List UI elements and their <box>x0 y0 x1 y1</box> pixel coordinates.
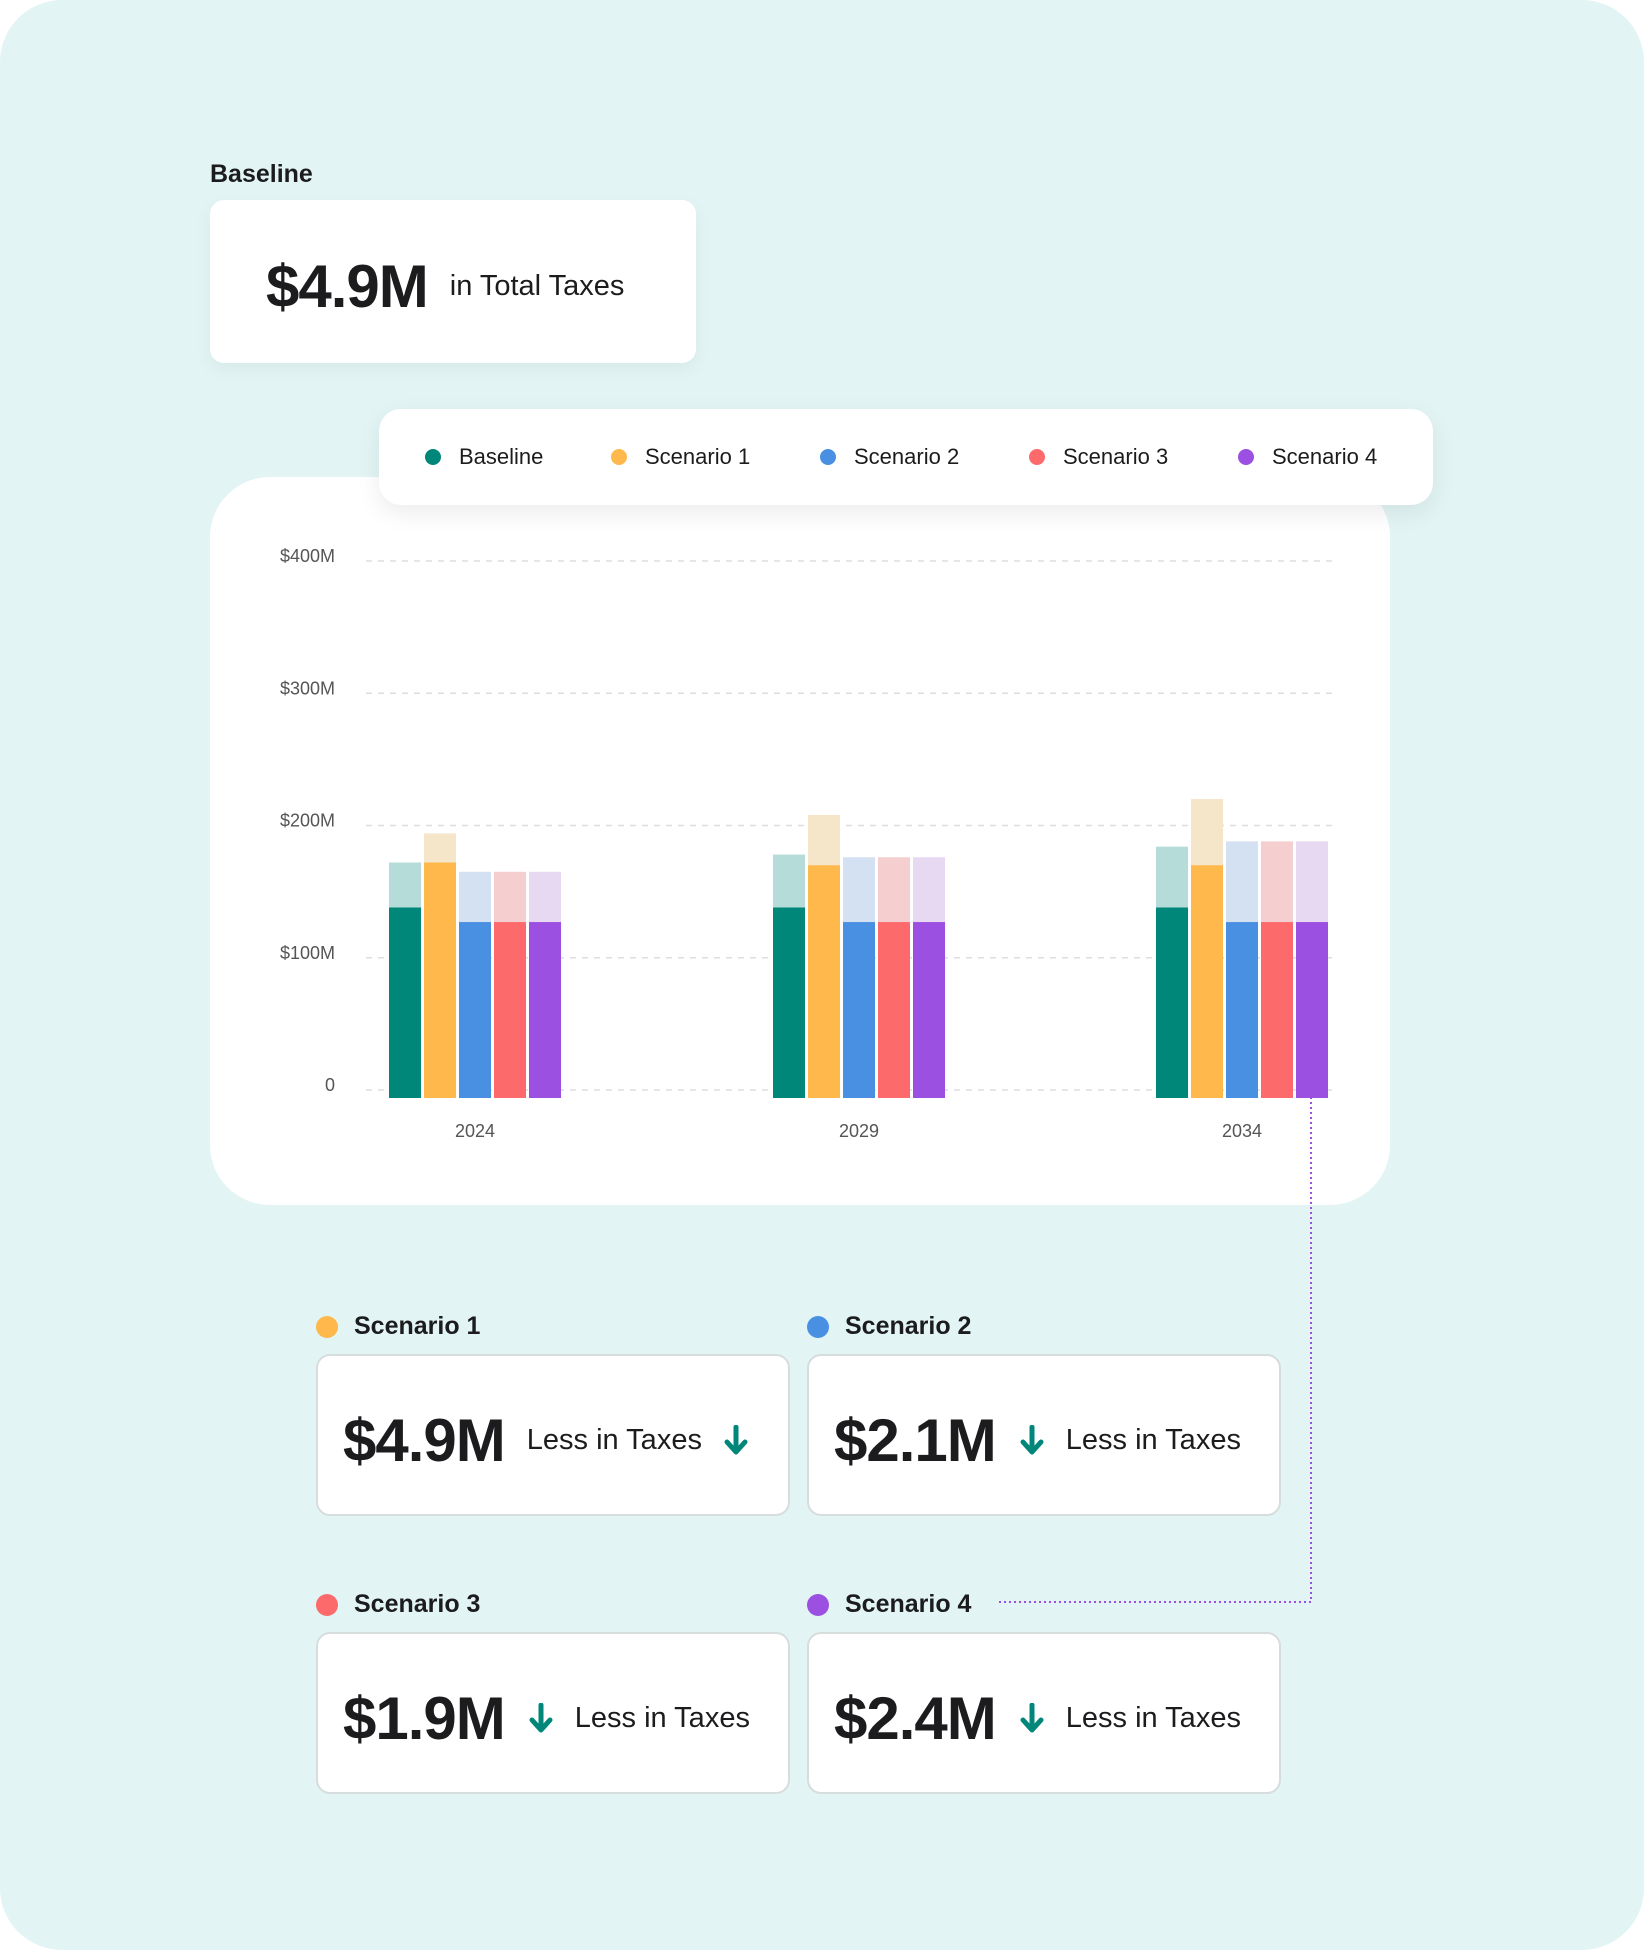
bar-base <box>913 922 945 1098</box>
arrow-down-icon <box>1020 1702 1044 1732</box>
legend-item-scenario-3: Scenario 3 <box>1029 444 1168 470</box>
scenario-1-dot <box>316 1315 338 1338</box>
bar-increment <box>773 854 805 908</box>
y-tick-label: $300M <box>280 678 335 698</box>
scenario-2-dot <box>807 1315 829 1338</box>
legend-item-scenario-2: Scenario 2 <box>820 444 959 470</box>
legend-label: Scenario 4 <box>1272 444 1378 469</box>
bar-base <box>1226 922 1258 1098</box>
legend-label: Scenario 2 <box>854 444 960 469</box>
bar-base <box>424 862 456 1098</box>
x-tick-label: 2034 <box>1222 1121 1262 1141</box>
legend-dot <box>611 449 627 465</box>
scenario-3-caption: Less in Taxes <box>574 1702 750 1734</box>
scenario-2-header: Scenario 2 <box>807 1312 971 1341</box>
bar-increment <box>424 833 456 863</box>
scenario-4-dot <box>807 1593 829 1616</box>
bar-base <box>808 865 840 1098</box>
legend-item-baseline: Baseline <box>425 444 543 470</box>
bar-increment <box>1156 846 1188 908</box>
legend-label: Scenario 1 <box>645 444 751 469</box>
scenario-3-amount: $1.9M <box>343 1685 506 1752</box>
bar-base <box>843 922 875 1098</box>
bar-increment <box>878 857 910 923</box>
arrow-down-icon <box>724 1424 748 1454</box>
bar-base <box>1191 865 1223 1098</box>
bar-increment <box>1261 841 1293 923</box>
legend-dot <box>1029 449 1045 465</box>
bar-increment <box>459 871 491 923</box>
scenario-3-dot <box>316 1593 338 1616</box>
bar-base <box>1156 907 1188 1098</box>
scenario-2-card: $2.1M Less in Taxes <box>807 1354 1281 1516</box>
bar-increment <box>913 857 945 923</box>
bar-increment <box>843 857 875 923</box>
x-tick-label: 2024 <box>455 1121 495 1141</box>
bar-increment <box>494 871 526 923</box>
bar-increment <box>1191 799 1223 866</box>
scenario-3-header: Scenario 3 <box>316 1590 480 1619</box>
y-tick-label: $100M <box>280 943 335 963</box>
bar-base <box>1296 922 1328 1098</box>
scenario-4-amount: $2.4M <box>834 1685 997 1752</box>
scenario-4-card: $2.4M Less in Taxes <box>807 1632 1281 1794</box>
chart-svg: 0 $100M $200M $300M $400M 2024 2029 2034 <box>280 546 1338 1141</box>
scenario-1-card: $4.9M Less in Taxes <box>316 1354 790 1516</box>
baseline-title: Baseline <box>210 160 313 188</box>
scenario-3-title: Scenario 3 <box>354 1590 481 1618</box>
scenario-3-card: $1.9M Less in Taxes <box>316 1632 790 1794</box>
scenario-1-amount: $4.9M <box>343 1407 506 1474</box>
scenario-2-caption: Less in Taxes <box>1065 1424 1241 1456</box>
legend-label: Scenario 3 <box>1063 444 1169 469</box>
legend-item-scenario-4: Scenario 4 <box>1238 444 1377 470</box>
bar-base <box>389 907 421 1098</box>
y-tick-label: $400M <box>280 546 335 566</box>
legend-dot <box>1238 449 1254 465</box>
bar-base <box>1261 922 1293 1098</box>
scenario-2-amount: $2.1M <box>834 1407 997 1474</box>
bar-increment <box>808 814 840 866</box>
chart-card: 0 $100M $200M $300M $400M 2024 2029 2034 <box>210 477 1390 1205</box>
scenario-4-caption: Less in Taxes <box>1065 1702 1241 1734</box>
bar-base <box>773 907 805 1098</box>
bar-increment <box>529 871 561 923</box>
scenario-1-header: Scenario 1 <box>316 1312 480 1341</box>
arrow-down-icon <box>529 1702 553 1732</box>
bar-increment <box>1226 841 1258 923</box>
chart-legend: Baseline Scenario 1 Scenario 2 Scenario … <box>379 409 1433 505</box>
scenario-4-title: Scenario 4 <box>845 1590 972 1618</box>
y-tick-label: $200M <box>280 811 335 831</box>
bar-base <box>878 922 910 1098</box>
legend-dot <box>820 449 836 465</box>
scenario-1-caption: Less in Taxes <box>526 1424 702 1456</box>
baseline-card: $4.9M in Total Taxes <box>210 200 696 363</box>
bar-increment <box>1296 841 1328 923</box>
scenario-2-title: Scenario 2 <box>845 1312 972 1340</box>
scenario-1-title: Scenario 1 <box>354 1312 481 1340</box>
baseline-caption: in Total Taxes <box>449 270 625 302</box>
baseline-amount: $4.9M <box>266 253 429 320</box>
legend-label: Baseline <box>459 444 544 469</box>
bar-base <box>529 922 561 1098</box>
bar-increment <box>389 862 421 908</box>
bar-base <box>494 922 526 1098</box>
legend-dot <box>425 449 441 465</box>
x-tick-label: 2029 <box>839 1121 879 1141</box>
scenario-4-header: Scenario 4 <box>807 1590 971 1619</box>
bar-base <box>459 922 491 1098</box>
legend-item-scenario-1: Scenario 1 <box>611 444 750 470</box>
y-tick-label: 0 <box>325 1075 335 1095</box>
arrow-down-icon <box>1020 1424 1044 1454</box>
